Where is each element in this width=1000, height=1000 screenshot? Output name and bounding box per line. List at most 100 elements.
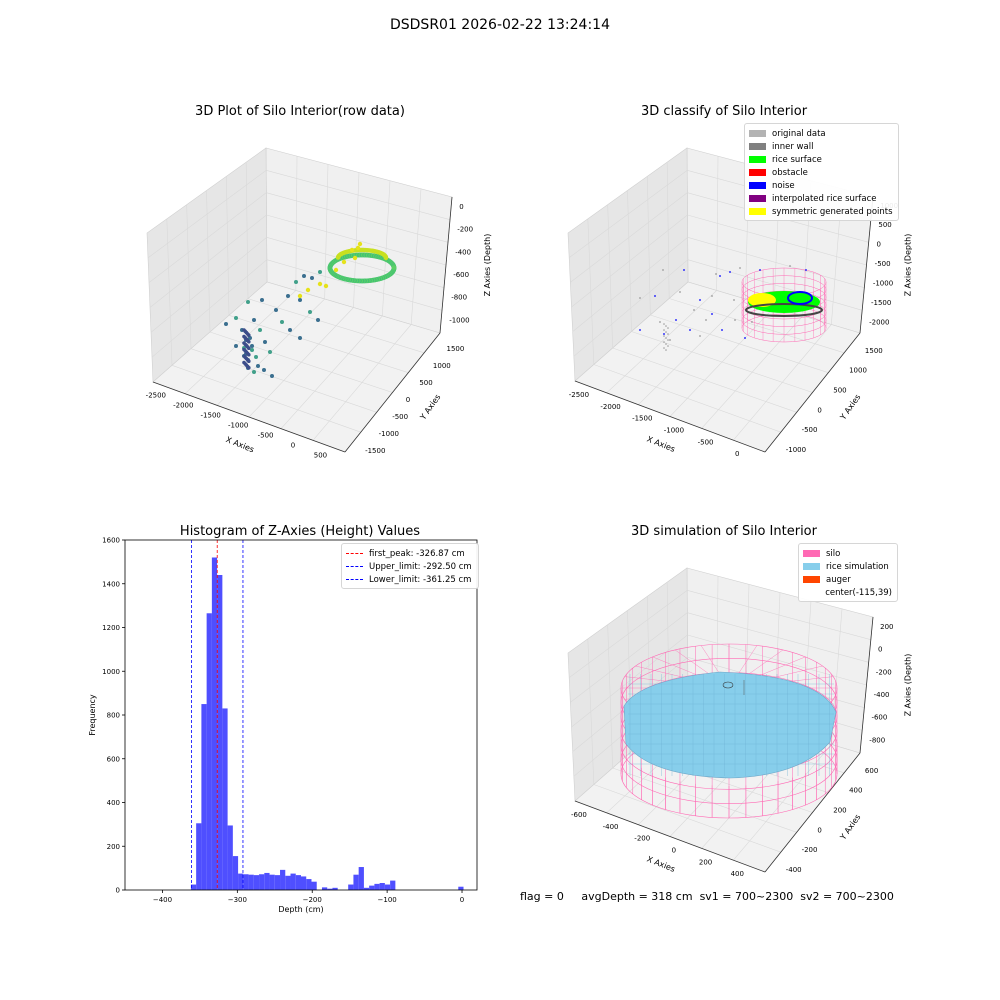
classify-original-point [665,325,667,327]
legend-swatch [803,576,820,583]
raw-surface-point [352,255,358,261]
legend-label: symmetric generated points [772,206,893,217]
raw-3d-axes-grid [266,170,451,220]
legend-entry: obstacle [749,166,893,179]
raw-point [250,348,254,352]
histogram-bar [369,885,375,890]
x-tick-label: 0 [460,896,464,904]
histogram-bar [311,881,317,890]
raw-point [246,300,250,304]
classify-noise-point [751,321,753,323]
raw-3d-axes-grid [247,298,425,354]
histogram-bar [264,872,270,890]
classify-3d-axes-y-axis-label: Y Axies [838,393,863,423]
raw-3d-axes-y-tick-label: -500 [392,413,408,421]
legend-swatch [749,208,766,215]
raw-point [280,320,284,324]
sv1-text: sv1 = 700~2300 [699,890,794,903]
classify-noise-point [715,273,717,275]
histogram-bar [295,875,301,890]
raw-point [234,316,238,320]
simulation-auger [722,681,734,689]
simulation-3d-axes-z-tick-label: -200 [876,668,892,676]
classify-original-point [663,341,665,343]
raw-surface-point [391,265,397,270]
classify-noise-point [759,269,761,271]
classify-noise-point [733,299,735,301]
classify-noise-point [654,295,656,297]
histogram-bar [285,875,291,890]
simulation-3d-axes-x-tick-label: -400 [603,823,619,831]
histogram-bar [390,880,396,890]
raw-3d-axes-z-tick-label: -200 [457,226,473,234]
classify-3d-axes-z-tick-label: -2000 [869,318,889,326]
classify-3d-axes-y-tick-label: -500 [802,426,818,434]
legend-swatch [749,182,766,189]
classify-3d-axes-x-tick-label: -1500 [632,415,652,423]
raw-3d-axes-x-tick-label: -1500 [201,412,221,420]
histogram-bar [280,869,286,890]
raw-point [247,333,251,338]
legend-entry: auger [803,573,892,586]
histogram-bar [358,867,364,890]
classify-3d-axes-z-tick-label: -500 [875,260,891,268]
legend-entry: center(-115,39) [803,586,892,599]
classify-legend: original data inner wall rice surface obsta… [744,123,899,221]
legend-entry: original data [749,127,893,140]
raw-point [254,355,258,359]
classify-noise-point [639,329,641,331]
y-tick-label: 400 [107,799,120,807]
raw-surface-point [341,259,347,265]
histogram-bar [458,886,464,890]
classify-3d-axes-y-tick-label: 0 [817,406,821,414]
raw-point [252,318,256,322]
legend-line-swatch [346,553,363,554]
legend-label: inner wall [772,141,814,152]
legend-entry: symmetric generated points [749,205,893,218]
classify-noise-point [711,313,713,315]
simulation-3d-axes-z-tick-label: 0 [878,646,882,654]
classify-noise-point [699,335,701,337]
raw-point [260,298,264,302]
classify-3d-axes-y-tick-label: -1000 [786,446,806,454]
classify-noise-point [679,291,681,293]
histogram-bar [332,887,338,890]
raw-point [256,364,260,368]
raw-point [247,359,251,364]
legend-entry: silo [803,547,892,560]
raw-plot-title: 3D Plot of Silo Interior(row data) [195,104,405,119]
raw-point [234,344,238,348]
legend-label: Lower_limit: -361.25 cm [369,574,472,585]
legend-label: rice surface [772,154,822,165]
simulation-3d-axes-z-tick-label: 200 [880,623,893,631]
classify-3d-axes-x-tick-label: 0 [735,450,739,458]
legend-label: Upper_limit: -292.50 cm [369,561,472,572]
classify-3d-axes-y-axis-line [764,332,861,453]
classify-original-point [667,333,669,335]
legend-line-swatch [346,566,363,567]
classify-noise-point [744,337,746,339]
histogram-bar [259,874,265,890]
classify-original-point [663,347,665,349]
classify-original-point [663,323,665,325]
classify-original-point [665,331,667,333]
raw-surface-point [335,255,341,260]
raw-point [268,350,272,354]
raw-3d-axes-y-tick-label: -1000 [379,430,399,438]
classify-3d-axes-grid [669,298,845,354]
legend-label: noise [772,180,795,191]
y-tick-label: 800 [107,712,120,720]
simulation-3d-axes-y-tick-label: 600 [865,767,878,775]
histogram-x-label: Depth (cm) [278,905,323,914]
flag-text: flag = 0 [520,890,564,903]
classify-inner-wall [745,303,823,317]
classify-3d-axes-z-axis-label: Z Axies (Depth) [904,234,913,297]
raw-surface-point [323,283,329,289]
histogram-bar [327,888,333,890]
simulation-3d-axes-y-tick-label: 400 [849,787,862,795]
raw-surface-point [317,281,323,287]
histogram-bar [196,823,202,890]
classify-3d-axes-z-tick-label: -1000 [873,279,893,287]
simulation-3d-axes-y-tick-label: 0 [817,826,821,834]
raw-surface-point [349,247,355,253]
